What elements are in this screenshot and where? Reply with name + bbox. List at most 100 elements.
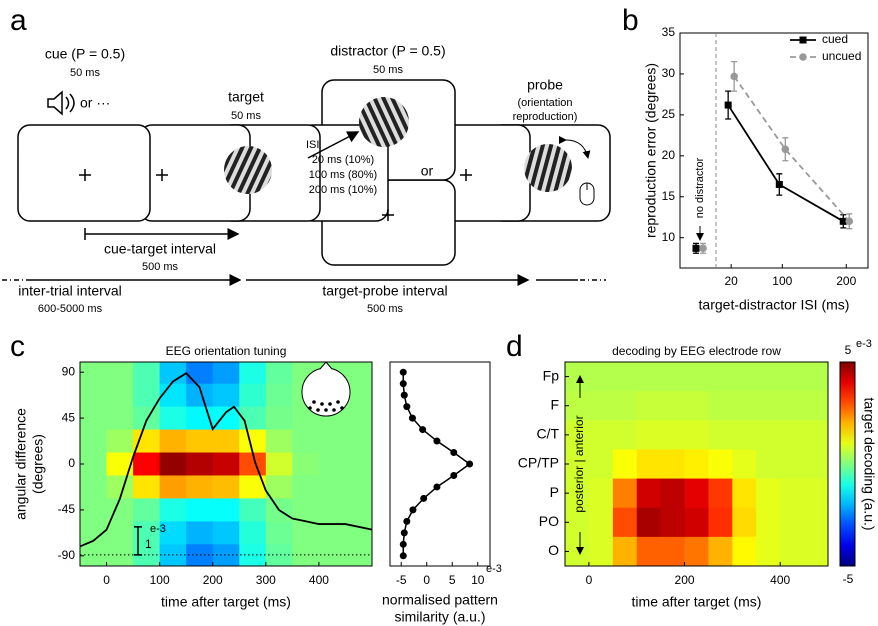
heat-cell — [292, 521, 320, 545]
heat-cell — [133, 475, 161, 499]
heat-cell — [318, 429, 346, 454]
heat-cell — [588, 420, 614, 450]
heat-cell — [565, 478, 590, 509]
heat-cell — [106, 383, 134, 408]
heat-cell — [265, 362, 293, 385]
y-axis-label: reproduction error (degrees) — [643, 63, 659, 238]
label: 20 ms (10%) — [312, 154, 374, 166]
point — [450, 449, 458, 457]
point — [399, 552, 407, 560]
heat-cell — [684, 362, 709, 392]
heat-cell — [345, 383, 373, 408]
x-tick-label: 400 — [309, 573, 329, 587]
y-tick-label: Fp — [543, 367, 560, 383]
heat-cell — [612, 478, 638, 509]
colorbar-tick-label: -5 — [843, 572, 854, 586]
label: probe — [527, 77, 563, 93]
heat-cell — [265, 452, 293, 476]
heat-cell — [80, 452, 108, 476]
x-tick-label: 10 — [471, 573, 485, 587]
heat-cell — [636, 536, 662, 567]
y-tick-label: 20 — [662, 148, 676, 162]
x-tick-label: 200 — [203, 573, 223, 587]
label: 50 ms — [231, 110, 261, 122]
heat-cell — [186, 475, 214, 499]
y-axis-label: angular difference — [13, 408, 29, 520]
heat-cell — [318, 544, 346, 567]
heat-cell — [159, 452, 187, 476]
point — [781, 145, 790, 154]
panel-label: c — [10, 330, 25, 363]
heat-cell — [660, 362, 686, 392]
label: reproduction) — [513, 111, 578, 123]
y-axis-label: (degrees) — [30, 434, 46, 494]
y-tick-label: C/T — [536, 426, 559, 442]
heat-cell — [133, 362, 161, 385]
heat-cell — [133, 429, 161, 454]
heat-cell — [239, 429, 267, 454]
heat-cell — [684, 536, 709, 567]
heat-cell — [159, 362, 187, 385]
point — [724, 101, 732, 109]
heat-cell — [636, 362, 662, 392]
series-line — [727, 104, 844, 223]
heat-cell — [756, 536, 781, 567]
point — [419, 426, 427, 434]
heat-cell — [159, 475, 187, 499]
point — [399, 380, 407, 388]
heat-cell — [684, 478, 709, 509]
heat-cell — [106, 362, 134, 385]
x-tick-label: 0 — [423, 573, 430, 587]
isi-arrow — [307, 131, 360, 159]
heat-cell — [684, 507, 709, 538]
heat-cell — [612, 449, 638, 480]
legend-label: cued — [822, 32, 848, 46]
heat-cell — [186, 544, 214, 567]
label: cue-target interval — [104, 241, 216, 257]
grating — [224, 146, 272, 194]
x-axis-label: normalised pattern — [382, 592, 498, 608]
label: 200 ms (10%) — [309, 184, 377, 196]
heat-cell — [612, 536, 638, 567]
heat-cell — [660, 420, 686, 450]
colorbar-exponent: e-3 — [856, 338, 872, 350]
heat-cell — [636, 391, 662, 421]
electrode — [308, 406, 312, 410]
heat-cell — [636, 449, 662, 480]
heat-cell — [186, 521, 214, 545]
heat-cell — [732, 536, 757, 567]
heat-cell — [345, 452, 373, 476]
annotation: no distractor — [694, 157, 706, 218]
y-tick-label: 10 — [662, 230, 676, 244]
heat-cell — [345, 406, 373, 431]
heat-cell — [292, 429, 320, 454]
heat-cell — [106, 452, 134, 476]
point — [408, 414, 416, 422]
x-tick-label: 0 — [103, 573, 110, 587]
heat-cell — [804, 391, 829, 421]
heat-cell — [265, 521, 293, 545]
heat-cell — [186, 362, 214, 385]
heat-cell — [318, 452, 346, 476]
label: 500 ms — [142, 261, 179, 273]
heat-cell — [804, 478, 829, 509]
heat-cell — [565, 507, 590, 538]
heat-cell — [292, 475, 320, 499]
heat-cell — [80, 544, 108, 567]
heat-cell — [159, 383, 187, 408]
x-tick-label: 0 — [586, 573, 593, 587]
heat-cell — [265, 383, 293, 408]
heat-cell — [159, 406, 187, 431]
heat-cell — [708, 507, 733, 538]
heat-cell — [292, 498, 320, 522]
point — [399, 540, 407, 548]
y-tick-label: F — [550, 396, 559, 412]
point — [400, 391, 408, 399]
heat-cell — [345, 521, 373, 545]
heat-cell — [804, 420, 829, 450]
electrode — [328, 402, 332, 406]
point — [450, 471, 458, 479]
heat-cell — [756, 507, 781, 538]
heat-cell — [80, 383, 108, 408]
heat-cell — [565, 391, 590, 421]
